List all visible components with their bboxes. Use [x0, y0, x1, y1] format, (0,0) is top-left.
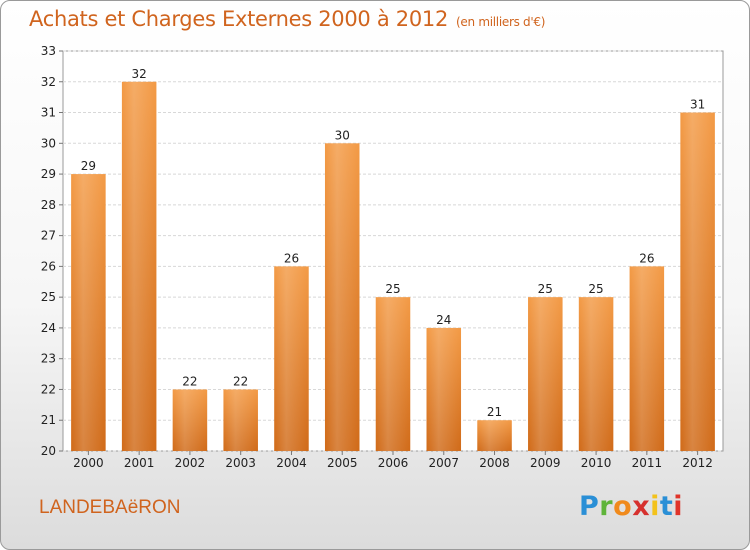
x-tick-label: 2001	[124, 456, 155, 470]
value-label: 26	[639, 251, 654, 265]
bar-shine	[71, 174, 106, 452]
chart-title: Achats et Charges Externes 2000 à 2012 (e…	[29, 7, 545, 31]
bar-shine	[426, 327, 462, 451]
y-tick-label: 27	[41, 229, 56, 243]
logo-letter: i	[673, 491, 684, 522]
y-tick-label: 25	[41, 290, 56, 304]
logo-letter: P	[579, 491, 600, 522]
y-tick-label: 20	[41, 444, 56, 458]
value-label: 24	[436, 313, 451, 327]
value-label: 32	[132, 67, 147, 81]
logo-letter: t	[659, 491, 674, 522]
chart-unit: (en milliers d'€)	[456, 15, 546, 29]
x-tick-label: 2010	[581, 456, 612, 470]
x-tick-label: 2006	[378, 456, 409, 470]
value-label: 31	[690, 98, 705, 112]
bar-shine	[629, 266, 665, 451]
value-label: 30	[335, 128, 350, 142]
y-tick-label: 31	[41, 106, 56, 120]
bar-shine	[172, 389, 208, 451]
x-axis-ticks: 2000 2001 2002 2003 2004 2005 2006 2007 2008 2009…	[73, 451, 713, 470]
x-tick-label: 2008	[479, 456, 510, 470]
bar-shine	[375, 297, 411, 451]
y-tick-label: 28	[41, 198, 56, 212]
y-tick-label: 32	[41, 75, 56, 89]
bar-shine	[578, 297, 614, 451]
logo-letter: r	[599, 491, 614, 522]
logo-letter: i	[650, 491, 660, 522]
chart-title-text: Achats et Charges Externes 2000 à 2012	[29, 7, 449, 31]
y-tick-label: 22	[41, 382, 56, 396]
x-tick-label: 2000	[73, 456, 104, 470]
bar-shine	[528, 297, 563, 451]
value-label: 22	[233, 374, 248, 388]
value-label: 29	[81, 159, 96, 173]
bar-shine	[477, 420, 512, 451]
y-tick-label: 30	[41, 136, 56, 150]
value-label: 25	[588, 282, 603, 296]
x-tick-label: 2012	[682, 456, 713, 470]
commune-name: LANDEBAëRON	[39, 497, 181, 518]
y-axis-ticks: 20 21 22 23 24 25 26 27 28 29 30 31 32 33	[41, 44, 63, 458]
bar-shine	[324, 143, 360, 452]
bar-shine	[274, 266, 309, 451]
bar-shine	[121, 81, 157, 452]
y-tick-label: 23	[41, 352, 56, 366]
logo-letter: x	[632, 491, 651, 522]
x-tick-label: 2004	[276, 456, 307, 470]
bar-shine	[223, 389, 258, 451]
y-tick-label: 33	[41, 44, 56, 58]
y-tick-label: 21	[41, 413, 56, 427]
x-tick-label: 2007	[428, 456, 459, 470]
logo-letter: o	[613, 491, 633, 522]
bars: 29 32 22 22 26 30 25 24 21 25 25 26 31	[71, 67, 715, 452]
value-label: 22	[182, 374, 197, 388]
value-label: 26	[284, 251, 299, 265]
bar-shine	[680, 112, 715, 452]
y-tick-label: 24	[41, 321, 56, 335]
value-label: 21	[487, 405, 502, 419]
x-tick-label: 2009	[530, 456, 561, 470]
proxiti-logo: Proxiti	[579, 491, 683, 522]
value-label: 25	[538, 282, 553, 296]
x-tick-label: 2005	[327, 456, 358, 470]
x-tick-label: 2011	[632, 456, 663, 470]
y-tick-label: 26	[41, 259, 56, 273]
x-tick-label: 2002	[175, 456, 206, 470]
y-tick-label: 29	[41, 167, 56, 181]
value-label: 25	[385, 282, 400, 296]
x-tick-label: 2003	[225, 456, 256, 470]
